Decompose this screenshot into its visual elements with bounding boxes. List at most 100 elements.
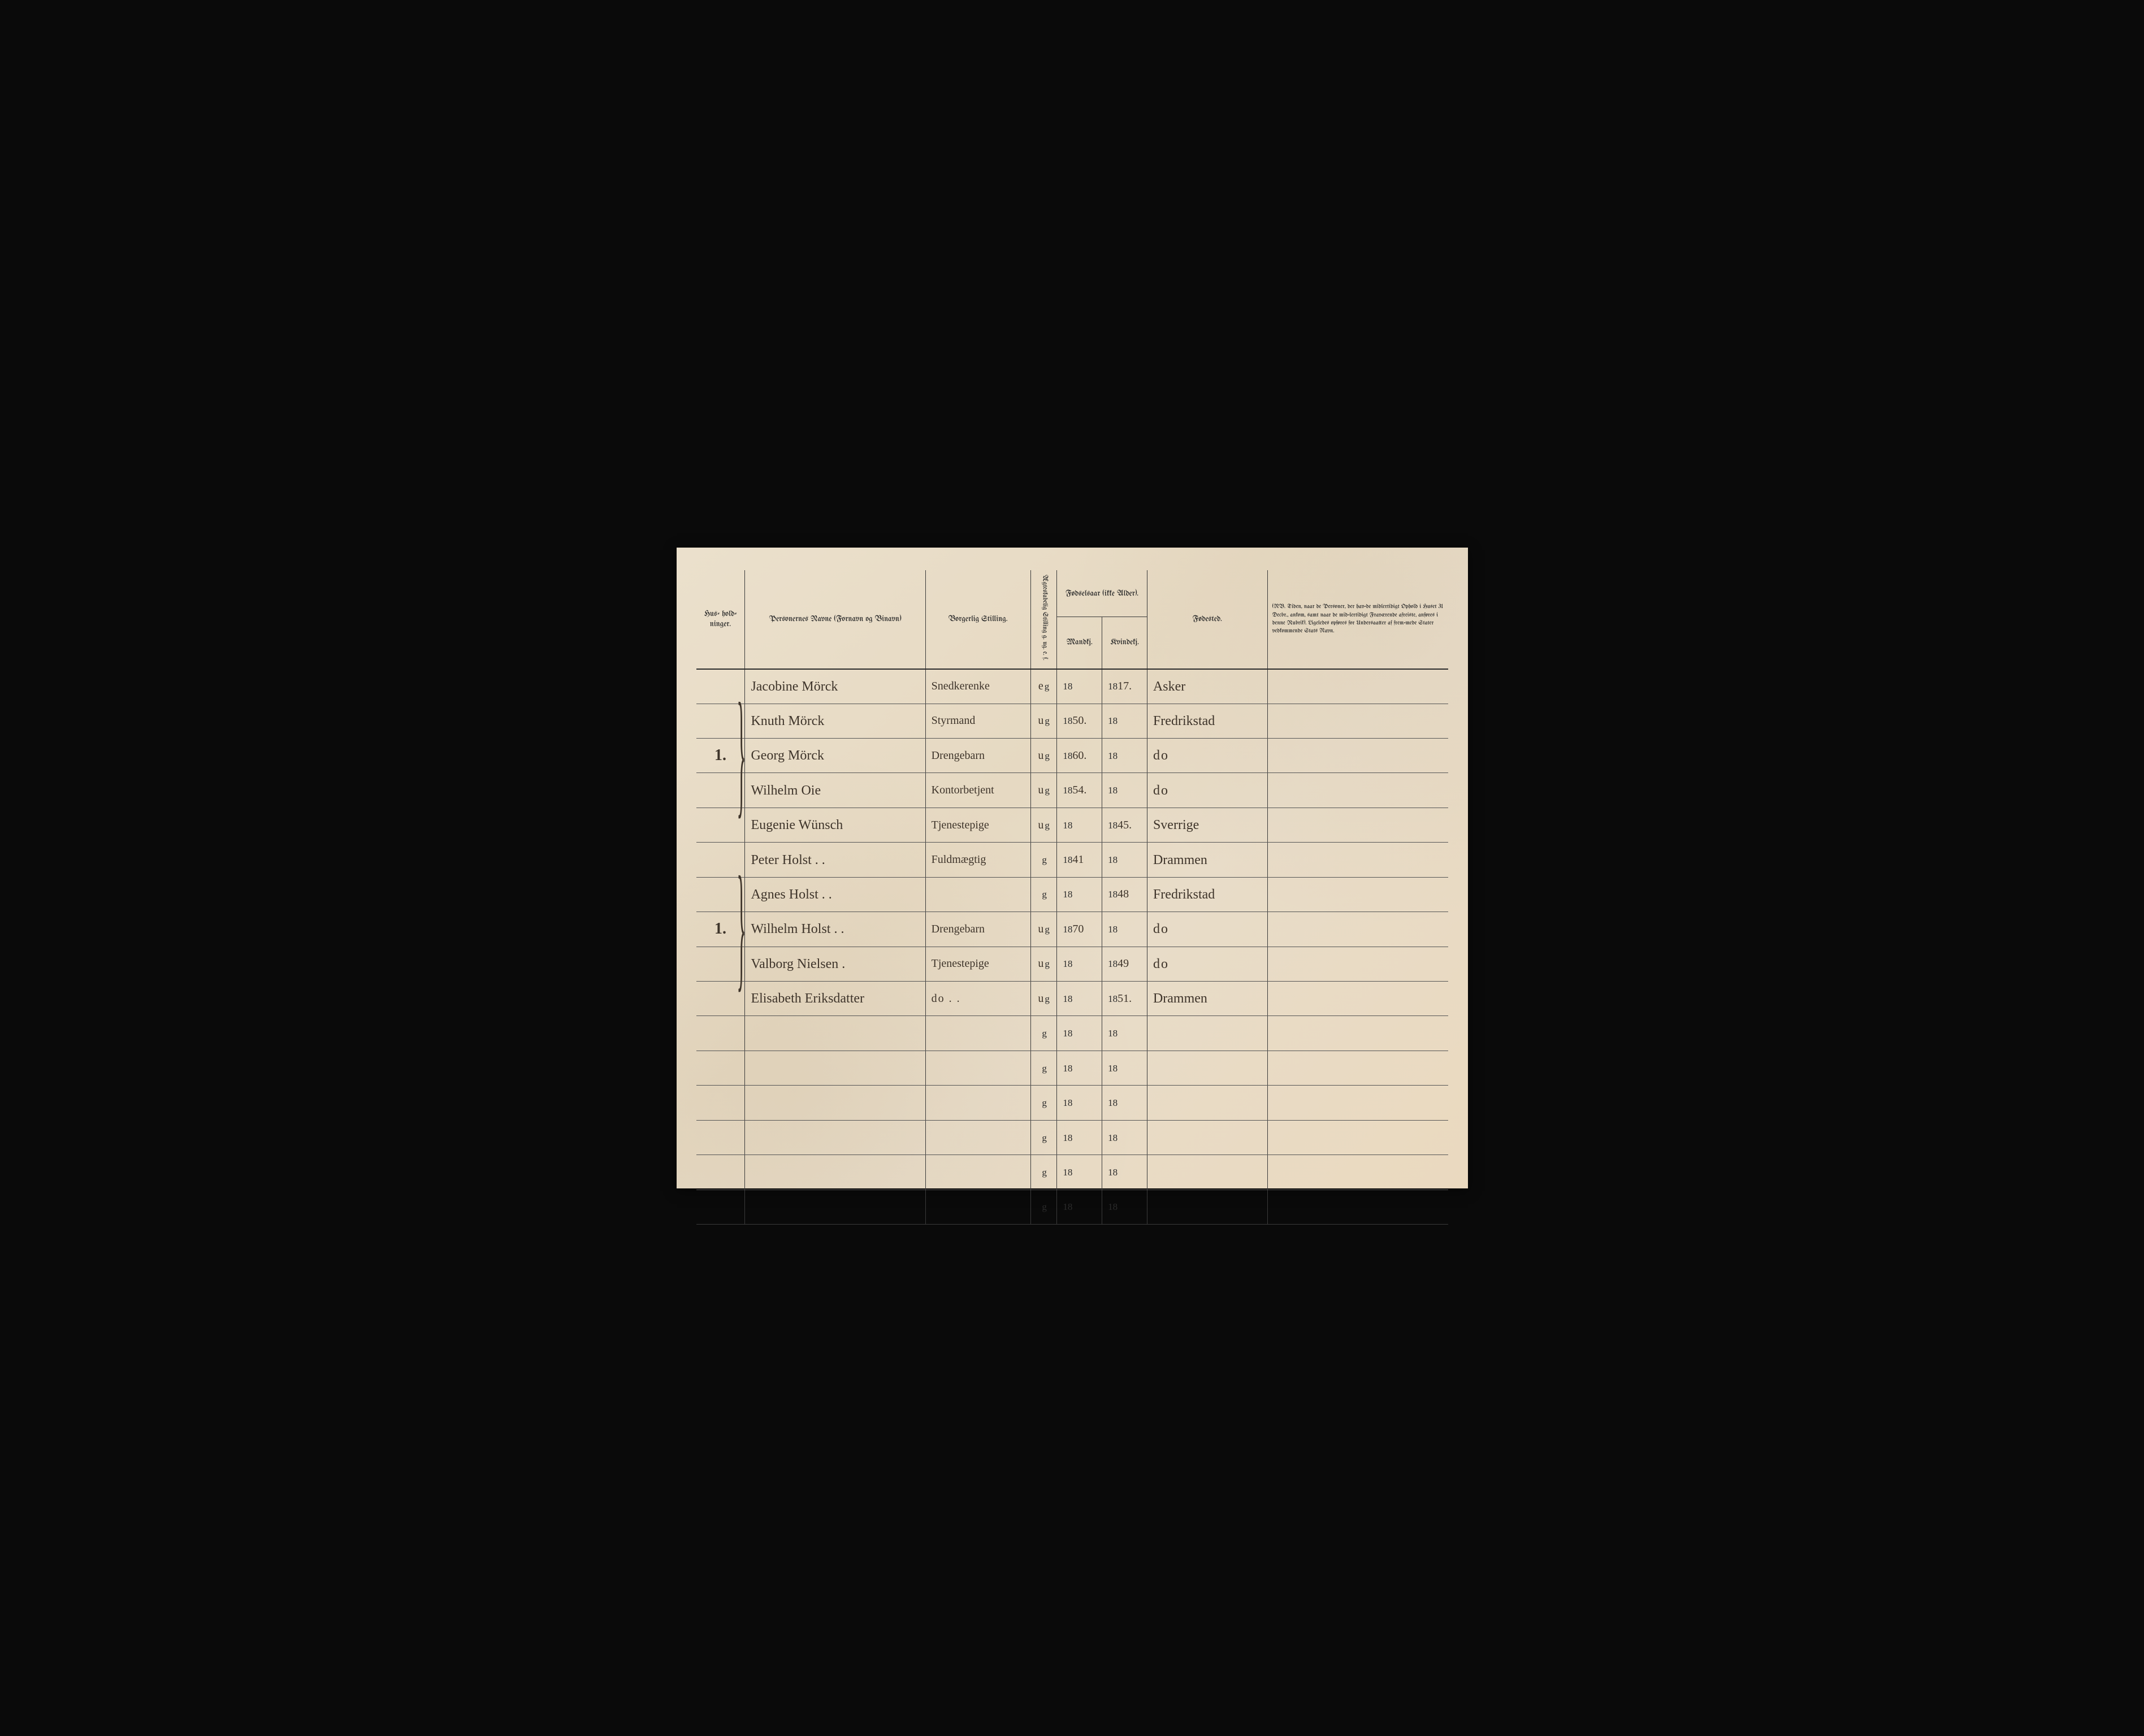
cell-mandkj: 18: [1057, 808, 1102, 842]
cell-mandkj: 1841: [1057, 843, 1102, 877]
birthplace-text: Drammen: [1153, 991, 1207, 1006]
year-kvin: 51.: [1118, 992, 1132, 1005]
cell-name: [745, 1051, 925, 1085]
year-mand: 60.: [1072, 749, 1086, 762]
table-row: Valborg Nielsen .Tjenestepigeug181849do: [696, 947, 1448, 981]
cell-husholdninger: [696, 1016, 745, 1051]
marital-g: g: [1042, 889, 1047, 900]
person-name: Elisabeth Eriksdatter: [751, 991, 864, 1006]
occupation-text: Styrmand: [932, 714, 976, 727]
cell-fodested: do: [1147, 773, 1267, 808]
cell-name: Peter Holst . .: [745, 843, 925, 877]
table-row: Jacobine MörckSnedkerenkeeg181817.Asker: [696, 669, 1448, 704]
cell-fodested: [1147, 1086, 1267, 1120]
cell-notes: [1267, 1051, 1448, 1085]
cell-notes: [1267, 1016, 1448, 1051]
table-row: g1818: [696, 1190, 1448, 1224]
cell-mandkj: 18: [1057, 1086, 1102, 1120]
cell-kvindekj: 18: [1102, 738, 1147, 772]
year-prefix: 18: [1108, 681, 1118, 692]
cell-mandkj: 18: [1057, 1051, 1102, 1085]
cell-occupation: [925, 1155, 1030, 1190]
year-prefix: 18: [1108, 854, 1118, 865]
cell-mandkj: 18: [1057, 982, 1102, 1016]
marital-g: g: [1045, 958, 1050, 969]
cell-marital: ug: [1030, 912, 1057, 947]
cell-name: Jacobine Mörck: [745, 669, 925, 704]
year-kvin: 17.: [1118, 680, 1132, 692]
year-prefix: 18: [1108, 1028, 1118, 1039]
marital-g: g: [1045, 924, 1050, 935]
cell-kvindekj: 18: [1102, 1051, 1147, 1085]
marital-prefix: e: [1038, 680, 1043, 692]
person-name: Georg Mörck: [751, 748, 824, 763]
year-prefix: 18: [1063, 681, 1072, 692]
cell-marital: ug: [1030, 738, 1057, 772]
year-prefix: 18: [1108, 820, 1118, 831]
cell-marital: g: [1030, 1086, 1057, 1120]
header-aegteskab-text: Ægteskabelig Stilling g. ug. e. f.: [1039, 575, 1049, 660]
household-number: 1.: [714, 920, 726, 938]
cell-marital: g: [1030, 1120, 1057, 1155]
cell-fodested: [1147, 1016, 1267, 1051]
marital-g: g: [1045, 750, 1050, 761]
census-table: Hus- hold- ninger. Personernes Navne (Fo…: [696, 570, 1448, 1225]
cell-name: [745, 1016, 925, 1051]
cell-marital: ug: [1030, 982, 1057, 1016]
cell-marital: g: [1030, 877, 1057, 912]
birthplace-text: Fredrikstad: [1153, 887, 1215, 902]
cell-name: Wilhelm Holst . .: [745, 912, 925, 947]
occupation-text: Kontorbetjent: [932, 784, 994, 796]
cell-name: [745, 1120, 925, 1155]
cell-kvindekj: 18: [1102, 1086, 1147, 1120]
year-mand: 50.: [1072, 714, 1086, 727]
cell-occupation: Styrmand: [925, 704, 1030, 738]
cell-husholdninger: 1.}: [696, 912, 745, 947]
occupation-text: do . .: [932, 992, 961, 1005]
year-prefix: 18: [1063, 820, 1072, 831]
cell-kvindekj: 1851.: [1102, 982, 1147, 1016]
header-nb: (NB. Tiden, naar de Personer, der hav-de…: [1267, 570, 1448, 669]
cell-mandkj: 18: [1057, 1016, 1102, 1051]
year-prefix: 18: [1063, 1097, 1072, 1108]
cell-occupation: [925, 1086, 1030, 1120]
person-name: Eugenie Wünsch: [751, 818, 843, 832]
year-prefix: 18: [1063, 1201, 1072, 1212]
cell-occupation: [925, 1120, 1030, 1155]
cell-mandkj: 18: [1057, 877, 1102, 912]
year-prefix: 18: [1108, 1132, 1118, 1143]
marital-g: g: [1045, 993, 1050, 1004]
year-mand: 54.: [1072, 784, 1086, 796]
cell-fodested: Fredrikstad: [1147, 704, 1267, 738]
cell-husholdninger: [696, 669, 745, 704]
person-name: Valborg Nielsen .: [751, 957, 845, 971]
cell-kvindekj: 1845.: [1102, 808, 1147, 842]
table-row: 1.}Wilhelm Holst . .Drengebarnug187018do: [696, 912, 1448, 947]
header-kvindekj: Kvindekj.: [1102, 617, 1147, 669]
cell-fodested: [1147, 1155, 1267, 1190]
cell-husholdninger: [696, 843, 745, 877]
table-row: Wilhelm OieKontorbetjentug1854.18do: [696, 773, 1448, 808]
year-prefix: 18: [1063, 750, 1072, 761]
year-prefix: 18: [1063, 958, 1072, 969]
marital-prefix: u: [1038, 819, 1043, 831]
cell-occupation: Snedkerenke: [925, 669, 1030, 704]
person-name: Knuth Mörck: [751, 714, 824, 728]
cell-fodested: do: [1147, 947, 1267, 981]
cell-husholdninger: [696, 808, 745, 842]
table-row: 1.}Georg MörckDrengebarnug1860.18do: [696, 738, 1448, 772]
cell-fodested: do: [1147, 738, 1267, 772]
census-document: Hus- hold- ninger. Personernes Navne (Fo…: [677, 548, 1468, 1188]
birthplace-text: do: [1153, 783, 1169, 798]
person-name: Peter Holst . .: [751, 853, 825, 867]
cell-notes: [1267, 912, 1448, 947]
cell-name: [745, 1190, 925, 1224]
cell-name: [745, 1155, 925, 1190]
marital-g: g: [1042, 1028, 1047, 1039]
marital-g: g: [1042, 1132, 1047, 1143]
year-prefix: 18: [1063, 993, 1072, 1004]
occupation-text: Drengebarn: [932, 923, 985, 935]
cell-marital: g: [1030, 1051, 1057, 1085]
marital-prefix: u: [1038, 992, 1043, 1005]
cell-fodested: Sverrige: [1147, 808, 1267, 842]
